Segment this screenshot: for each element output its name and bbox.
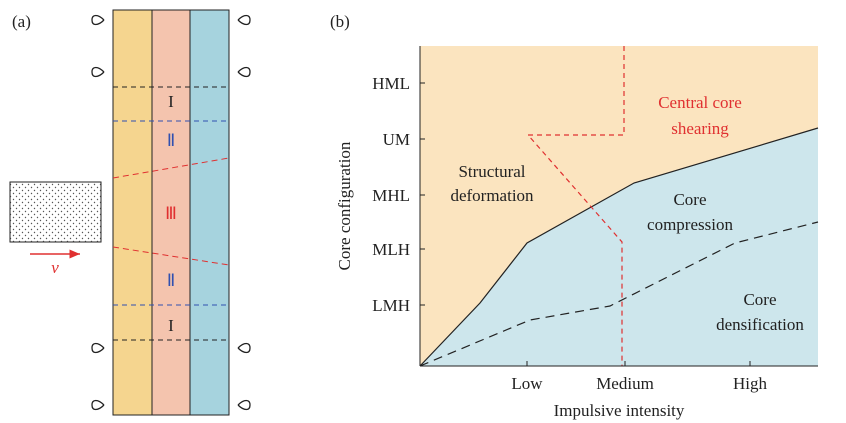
y-tick-label: UM [383, 130, 410, 149]
region-label: compression [647, 215, 733, 234]
region-label: Core [673, 190, 706, 209]
x-tick-label: Low [511, 374, 543, 393]
zone-label: Ⅱ [167, 271, 175, 290]
x-tick-label: Medium [596, 374, 654, 393]
x-axis-label: Impulsive intensity [554, 401, 685, 420]
zone-label: I [168, 316, 174, 335]
region-label: Central core [658, 93, 742, 112]
y-tick-label: MHL [372, 186, 410, 205]
y-tick-label: HML [372, 74, 410, 93]
panel-label: (b) [330, 12, 350, 31]
region-label: shearing [671, 119, 729, 138]
y-tick-label: LMH [372, 296, 410, 315]
y-axis-label: Core configuration [335, 141, 354, 270]
x-tick-label: High [733, 374, 768, 393]
y-tick-label: MLH [372, 240, 410, 259]
region-label: densification [716, 315, 804, 334]
figure: (a) I Ⅱ Ⅲ Ⅱ I v (b) Central core s [0, 0, 846, 423]
velocity-label: v [51, 258, 59, 277]
zone-label: I [168, 92, 174, 111]
panel-label: (a) [12, 12, 31, 31]
zone-label: Ⅲ [165, 204, 177, 223]
region-label: deformation [450, 186, 534, 205]
region-label: Core [743, 290, 776, 309]
region-label: Structural [458, 162, 525, 181]
zone-label: Ⅱ [167, 131, 175, 150]
projectile [10, 182, 101, 242]
